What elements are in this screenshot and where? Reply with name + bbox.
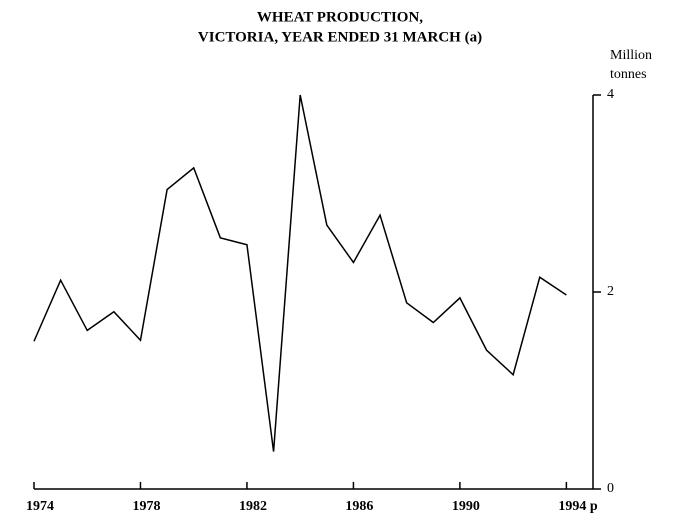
- x-tick-label: 1986: [345, 499, 373, 514]
- x-tick-label: 1982: [239, 499, 267, 514]
- line-series: [33, 94, 567, 452]
- chart-title: VICTORIA, YEAR ENDED 31 MARCH (a): [198, 29, 482, 45]
- y-axis-label: Million: [610, 48, 652, 63]
- y-axis-label: tonnes: [610, 67, 647, 82]
- chart-title: WHEAT PRODUCTION,: [257, 9, 423, 25]
- y-tick-label: 4: [607, 87, 614, 102]
- y-tick-label: 2: [607, 284, 614, 299]
- x-tick-label: 1974: [26, 499, 54, 514]
- x-tick-label: 1994 p: [558, 499, 598, 514]
- y-tick-label: 0: [607, 481, 614, 496]
- x-tick-label: 1978: [132, 499, 160, 514]
- x-tick-label: 1990: [452, 499, 480, 514]
